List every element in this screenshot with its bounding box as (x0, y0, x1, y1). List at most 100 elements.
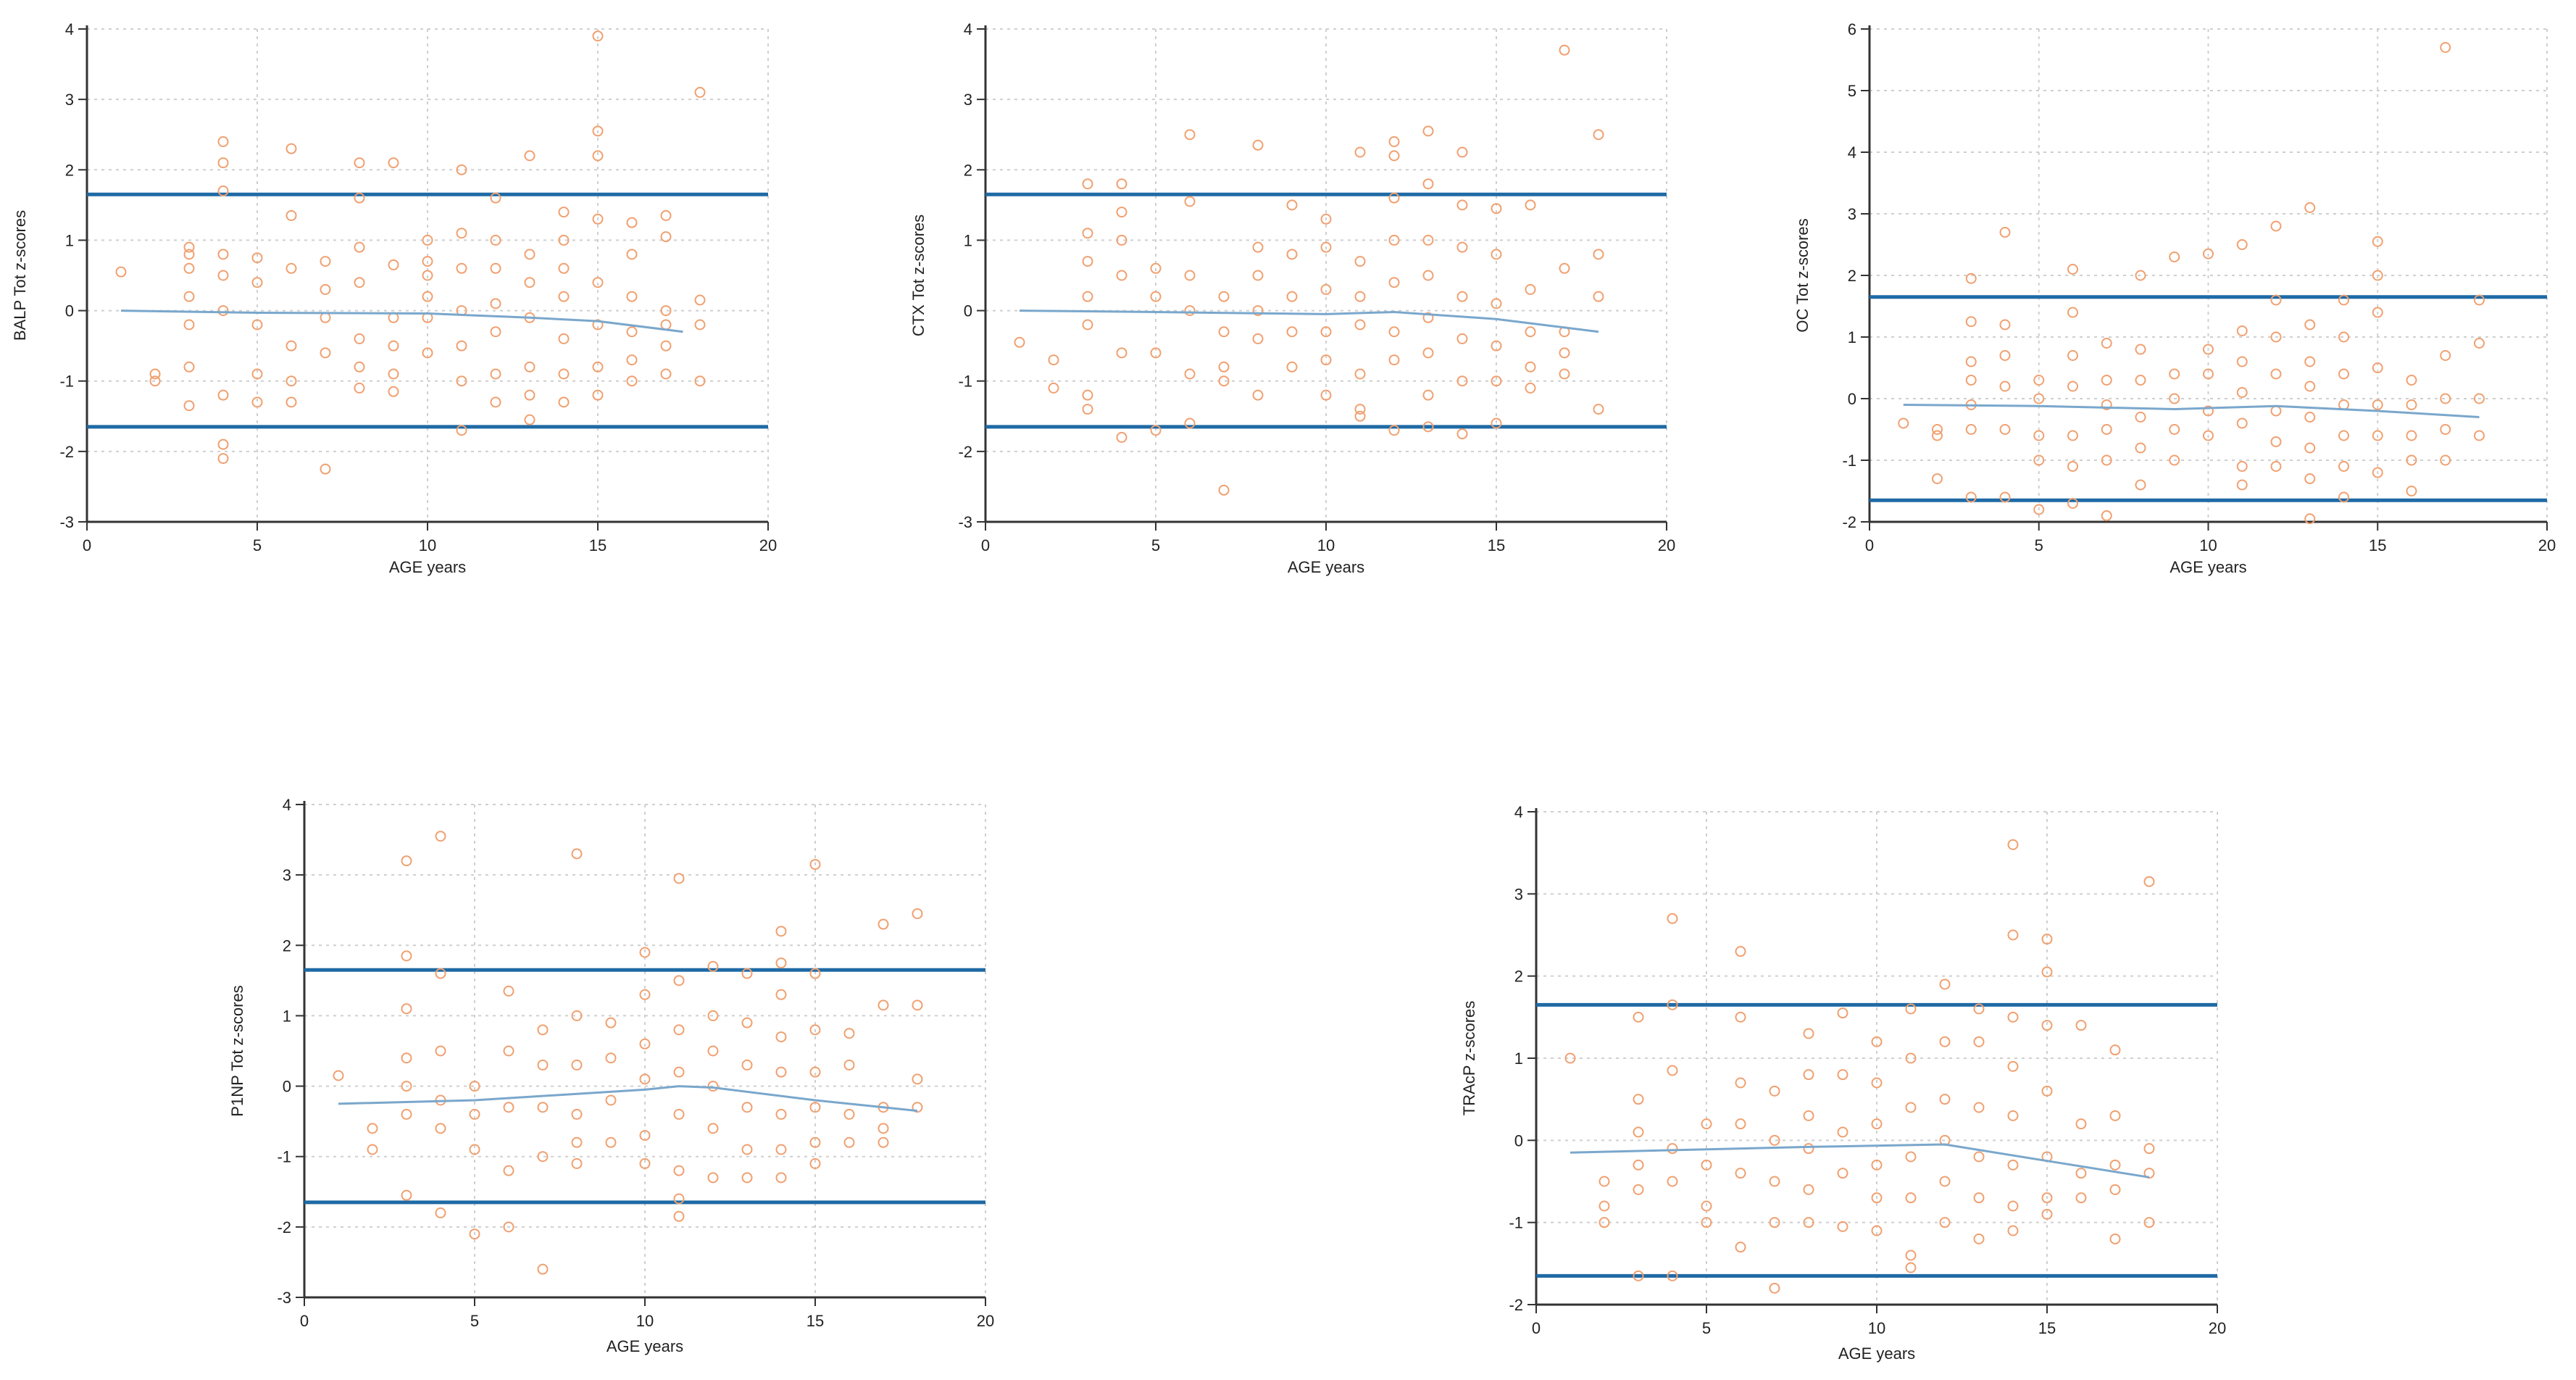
data-point (2236, 239, 2248, 250)
data-point (605, 1136, 617, 1148)
data-point (1218, 484, 1230, 496)
data-point (1803, 1143, 1814, 1155)
data-point (1184, 417, 1196, 429)
data-point (2101, 424, 2112, 435)
data-point (1116, 347, 1127, 359)
data-point (183, 319, 195, 331)
data-point (2041, 1192, 2053, 1204)
data-point (1354, 368, 1366, 380)
data-point (1871, 1159, 1883, 1171)
data-point (1252, 241, 1264, 253)
y-tick-label: -3 (59, 513, 74, 531)
data-point (1491, 249, 1502, 260)
data-point (878, 1136, 889, 1148)
data-point (1905, 1250, 1917, 1261)
data-point (2169, 454, 2180, 466)
data-point (741, 1017, 753, 1028)
data-point (1999, 227, 2011, 238)
data-point (2236, 356, 2248, 367)
data-point (2007, 1060, 2019, 1072)
data-point (435, 831, 446, 842)
data-point (1456, 333, 1468, 344)
data-point (2169, 252, 2180, 262)
y-tick-label: 3 (1514, 885, 1523, 903)
data-point (1116, 270, 1127, 281)
data-point (456, 375, 467, 387)
data-point (571, 1108, 583, 1120)
y-tick-label: 0 (65, 302, 74, 320)
data-point (1999, 350, 2011, 361)
data-point (524, 150, 535, 162)
data-point (2440, 424, 2451, 435)
data-point (1999, 424, 2011, 435)
data-point (1735, 1077, 1746, 1089)
data-point (401, 1081, 412, 1092)
data-point (1354, 410, 1366, 422)
data-point (1973, 1151, 1985, 1163)
data-point (354, 157, 365, 169)
data-point (1354, 146, 1366, 158)
y-tick-label: 0 (283, 1078, 291, 1096)
data-point (1116, 207, 1127, 218)
data-point (149, 375, 161, 387)
data-point (2143, 1217, 2155, 1229)
data-point (2007, 839, 2019, 850)
ctx-chart-svg: 0 5 10 15 20 -3 -2 -1 0 1 2 3 4 AGE years CTX Tot z-sc… (909, 20, 1675, 576)
data-point (2109, 1159, 2121, 1171)
data-point (1837, 1007, 1848, 1019)
data-point (2236, 479, 2248, 491)
data-point (456, 425, 467, 436)
y-tick-label: 4 (1848, 144, 1856, 162)
data-point (251, 396, 263, 408)
y-tick-label: -3 (277, 1289, 291, 1307)
data-point (1735, 946, 1746, 957)
data-point (626, 354, 638, 366)
data-point (354, 333, 365, 344)
data-point (1939, 978, 1951, 990)
data-point (469, 1108, 480, 1120)
y-tick-label: 4 (283, 796, 291, 814)
data-point (469, 1229, 480, 1240)
data-point (626, 291, 638, 302)
data-point (775, 957, 787, 969)
data-point (183, 400, 195, 412)
data-point (1559, 368, 1570, 380)
data-point (1286, 249, 1298, 260)
data-point (422, 234, 433, 246)
data-point (1184, 368, 1196, 380)
data-point (490, 192, 501, 204)
data-point (741, 968, 753, 979)
data-point (1320, 326, 1332, 338)
data-point (1932, 430, 1943, 441)
data-point (1769, 1282, 1780, 1294)
data-point (1803, 1028, 1814, 1039)
data-point (571, 1157, 583, 1169)
data-point (1735, 1242, 1746, 1253)
data-point (183, 361, 195, 373)
data-point (2007, 1110, 2019, 1121)
y-tick-label: 1 (1514, 1049, 1523, 1068)
data-point (1082, 178, 1093, 190)
data-point (422, 256, 433, 267)
x-tick-label: 5 (470, 1312, 479, 1330)
data-point (2406, 454, 2417, 466)
data-point (1082, 389, 1093, 401)
data-point (183, 262, 195, 274)
data-point (1871, 1192, 1883, 1204)
data-point (285, 396, 297, 408)
data-point (1422, 125, 1434, 137)
data-point (537, 1102, 549, 1113)
data-point (1667, 913, 1678, 924)
data-point (354, 382, 365, 394)
data-point (809, 968, 821, 979)
data-point (320, 256, 331, 267)
y-tick-label: 3 (283, 866, 291, 884)
y-tick-label: -2 (1842, 513, 1856, 531)
x-axis-title: AGE years (607, 1337, 683, 1355)
data-point (2041, 1208, 2053, 1220)
data-point (285, 143, 297, 154)
data-point (2135, 442, 2146, 454)
data-point (1354, 291, 1366, 302)
data-point (1905, 1192, 1917, 1204)
data-point (2075, 1168, 2087, 1179)
